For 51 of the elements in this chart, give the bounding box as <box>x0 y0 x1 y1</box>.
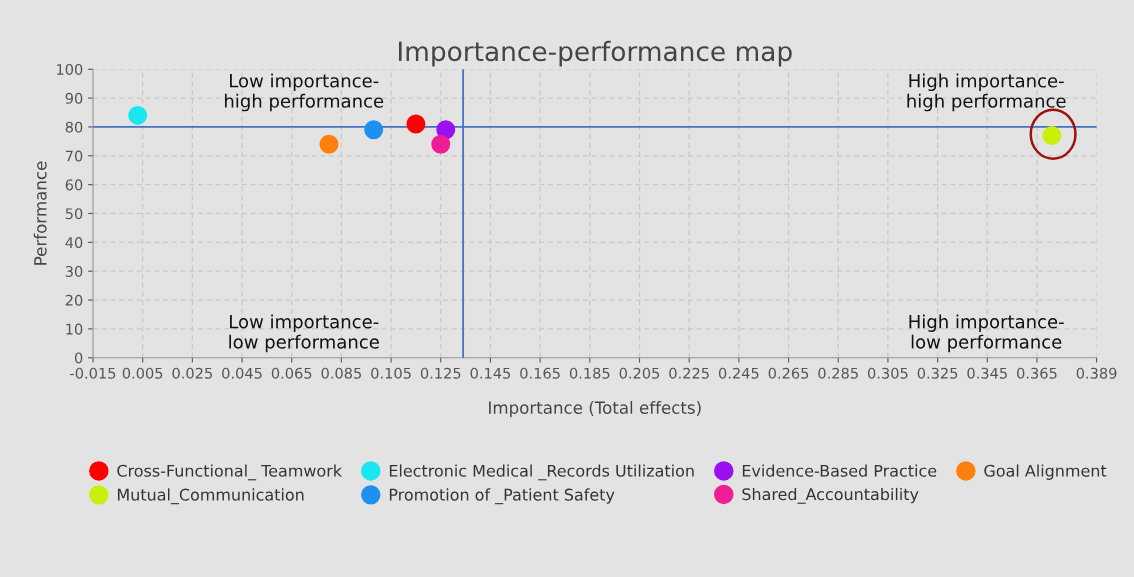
x-tick-label: 0.305 <box>868 367 908 379</box>
x-tick-label: 0.325 <box>917 367 958 379</box>
y-tick-label: 0 <box>74 352 83 364</box>
y-axis-title: Performance <box>33 161 47 265</box>
annotation: Low importance- low performance <box>229 314 379 353</box>
point <box>319 134 339 154</box>
annotation: High importance- low performance <box>909 314 1064 353</box>
point <box>431 134 451 154</box>
legend-label: Electronic Medical _Records Utilization <box>389 464 694 481</box>
legend-label: Cross-Functional_ Teamwork <box>117 464 342 481</box>
point <box>364 120 384 140</box>
x-tick-label: 0.389 <box>1076 367 1117 379</box>
x-tick-label: 0.205 <box>619 367 660 379</box>
y-tick-label: 50 <box>65 208 83 220</box>
x-tick-label: 0.165 <box>520 367 560 379</box>
x-tick-label: 0.005 <box>122 367 163 379</box>
x-tick-label: 0.245 <box>718 367 759 379</box>
annotation: High importance- high performance <box>907 73 1066 112</box>
annotation: Low importance- high performance <box>225 73 384 112</box>
point <box>406 114 426 134</box>
x-tick-label: 0.225 <box>669 367 709 379</box>
x-tick-label: 0.365 <box>1017 367 1057 379</box>
x-axis-title: Importance (Total effects) <box>489 401 701 418</box>
x-tick-label: 0.065 <box>271 367 312 379</box>
y-tick-label: 90 <box>65 92 83 104</box>
x-tick-label: 0.145 <box>470 367 511 379</box>
y-tick-label: 60 <box>65 179 83 191</box>
y-tick-label: 70 <box>65 150 83 162</box>
x-tick-label: 0.345 <box>967 367 1007 379</box>
x-tick-label: 0.265 <box>768 367 809 379</box>
x-tick-label: 0.085 <box>321 367 361 379</box>
y-tick-label: 40 <box>65 237 83 249</box>
legend-label: Shared_Accountability <box>742 487 919 504</box>
x-tick-label: -0.015 <box>70 367 116 379</box>
x-tick-label: 0.125 <box>420 367 461 379</box>
y-tick-label: 20 <box>65 294 83 306</box>
x-tick-label: 0.045 <box>222 367 262 379</box>
x-tick-label: 0.105 <box>371 367 411 379</box>
legend-label: Promotion of _Patient Safety <box>389 488 615 505</box>
x-tick-label: 0.285 <box>818 367 858 379</box>
point <box>128 105 148 125</box>
y-tick-label: 10 <box>66 323 83 335</box>
chart-title: Importance-performance map <box>398 40 792 67</box>
x-tick-label: 0.025 <box>172 367 212 379</box>
legend-label: Mutual_Communication <box>117 488 304 505</box>
x-tick-label: 0.185 <box>569 367 610 379</box>
y-tick-label: 30 <box>65 265 83 277</box>
legend-label: Goal Alignment <box>984 464 1107 480</box>
y-tick-label: 100 <box>57 63 83 75</box>
y-tick-label: 80 <box>65 121 83 133</box>
legend-label: Evidence-Based Practice <box>742 464 937 477</box>
